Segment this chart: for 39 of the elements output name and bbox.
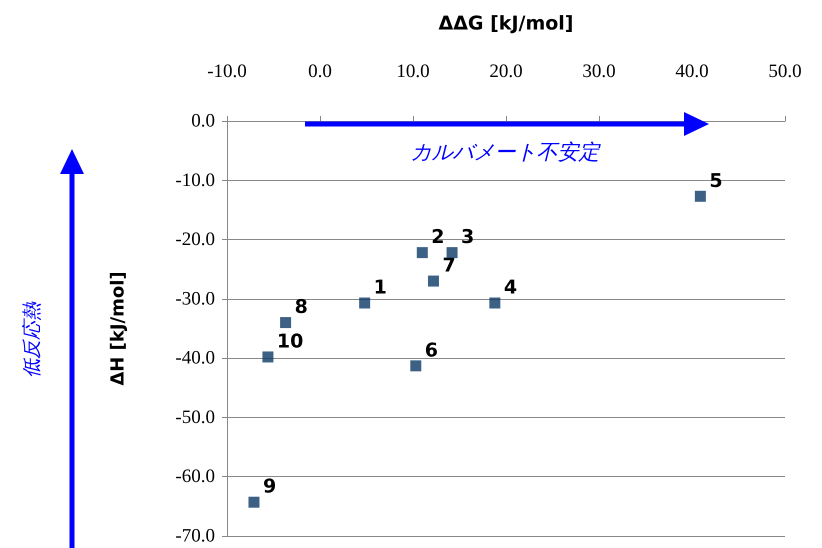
- y-tick-label: -30.0: [175, 288, 215, 310]
- x-tick-label: 10.0: [396, 61, 430, 82]
- x-tick-label: -10.0: [207, 61, 247, 82]
- annotation: 6: [424, 339, 438, 362]
- annotation: カルバメート不安定: [410, 140, 602, 164]
- point: [694, 190, 706, 202]
- x-axis-title: ΔΔG [kJ/mol]: [438, 12, 574, 34]
- annotation: 9: [262, 476, 276, 498]
- point: [489, 298, 500, 309]
- x-tick-label: 30.0: [582, 61, 616, 82]
- annotation: 1: [374, 276, 387, 299]
- point: [248, 496, 260, 508]
- annotation: 7: [442, 254, 456, 277]
- y-tick-label: -60.0: [175, 466, 215, 488]
- annotation: 8: [294, 296, 308, 318]
- y-axis-title: ΔH [kJ/mol]: [108, 271, 128, 386]
- point: [446, 247, 458, 258]
- annotation: 4: [504, 276, 518, 299]
- annotation: 2: [431, 226, 445, 248]
- y-tick-label: -70.0: [175, 526, 215, 546]
- x-tick-label: 20.0: [489, 61, 523, 82]
- x-tick-label: 0.0: [308, 61, 332, 82]
- y-tick-label: 0.0: [191, 110, 215, 132]
- x-tick-label: 40.0: [675, 61, 709, 82]
- point: [410, 360, 422, 372]
- annotation: 10: [276, 330, 304, 352]
- y-tick-label: -10.0: [175, 170, 215, 191]
- point: [262, 351, 274, 362]
- y-tick-label: -20.0: [175, 229, 215, 250]
- annotation: 3: [461, 226, 474, 248]
- point: [428, 276, 439, 287]
- text: 低反応熱: [21, 301, 43, 378]
- point: [280, 317, 292, 328]
- point: [359, 298, 370, 309]
- y-tick-label: -40.0: [175, 348, 215, 369]
- point: [416, 247, 428, 258]
- y-tick-label: -50.0: [175, 406, 215, 428]
- annotation: 5: [709, 170, 723, 192]
- x-tick-label: 50.0: [768, 61, 802, 82]
